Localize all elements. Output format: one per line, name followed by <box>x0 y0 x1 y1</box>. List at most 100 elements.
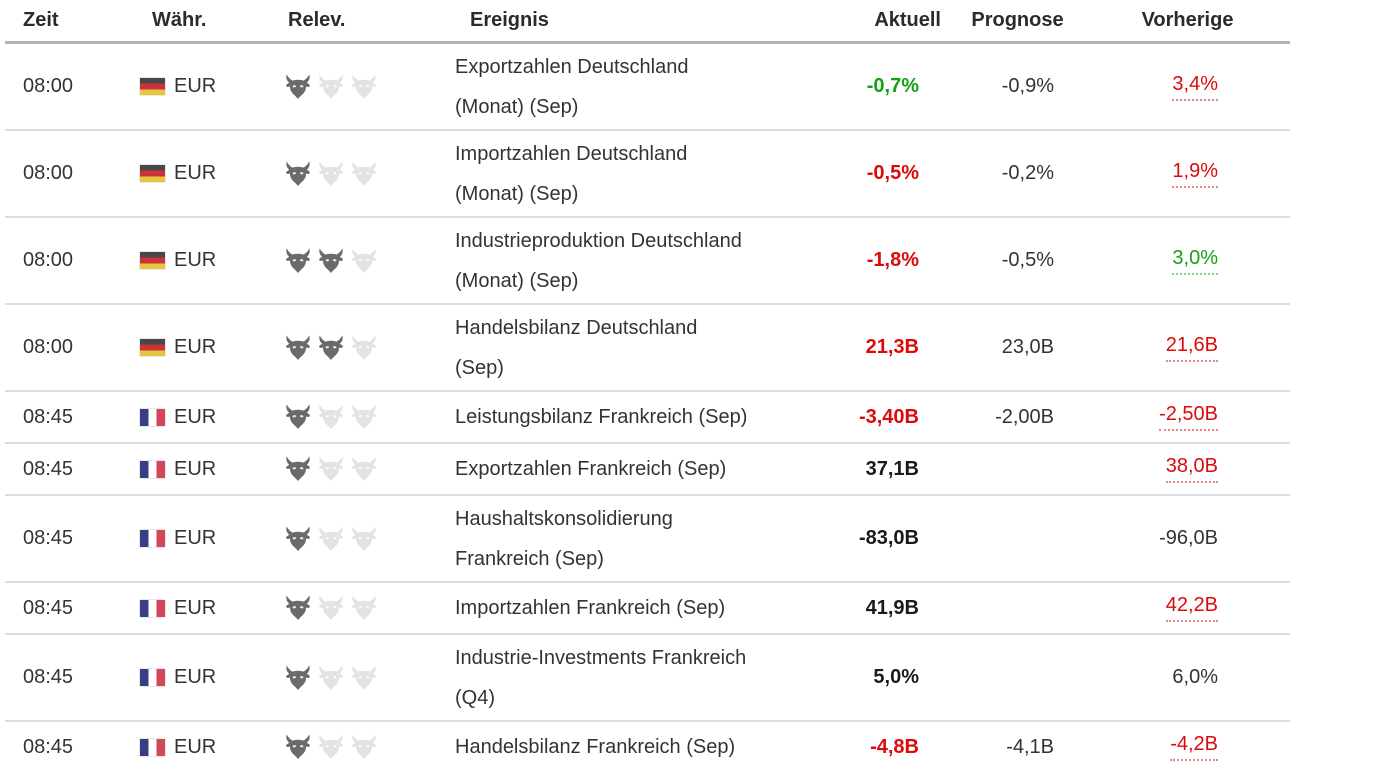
currency-label: EUR <box>174 666 217 688</box>
event-time: 08:00 <box>23 75 74 97</box>
bull-icon <box>283 334 313 361</box>
bull-icon <box>316 160 346 187</box>
event-name-line: Importzahlen Deutschland <box>455 142 688 165</box>
col-header-waehrung: Währ. <box>152 9 207 31</box>
event-currency: EUR <box>135 162 275 185</box>
bull-icon <box>283 404 313 430</box>
event-forecast-value: 23,0B <box>1001 336 1054 358</box>
currency-label: EUR <box>174 735 217 758</box>
event-actual-value: -0,7% <box>866 75 919 97</box>
bull-icon <box>283 160 313 187</box>
event-name-link[interactable]: Importzahlen Frankreich (Sep) <box>445 588 835 628</box>
event-forecast-value: -0,5% <box>1001 249 1054 271</box>
event-name-link[interactable]: Haushaltskonsolidierung Frankreich (Sep) <box>445 499 835 579</box>
event-currency: EUR <box>135 666 275 689</box>
event-forecast-value: -2,00B <box>995 405 1054 428</box>
france-flag-icon <box>140 599 165 617</box>
event-name-line: (Monat) (Sep) <box>455 182 579 205</box>
event-name-link[interactable]: Exportzahlen Deutschland (Monat) (Sep) <box>445 47 835 127</box>
event-row[interactable]: 08:45 EUR <box>5 444 1290 496</box>
event-name-line: (Monat) (Sep) <box>455 95 579 118</box>
event-actual-value: -83,0B <box>858 527 919 549</box>
germany-flag-icon <box>140 339 165 356</box>
event-row[interactable]: 08:00 EUR <box>5 218 1290 305</box>
event-previous-value[interactable]: 6,0% <box>1172 666 1218 688</box>
event-actual-value: -4,8B <box>870 735 919 758</box>
event-relevance <box>275 334 445 361</box>
event-relevance <box>275 73 445 100</box>
event-relevance <box>275 734 445 760</box>
event-previous-value[interactable]: 38,0B <box>1090 455 1285 483</box>
event-actual-value: 5,0% <box>873 666 919 688</box>
event-name-link[interactable]: Industrie-Investments Frankreich (Q4) <box>445 638 835 718</box>
germany-flag-icon <box>140 252 165 269</box>
bull-icon <box>316 456 346 482</box>
event-actual-value: 37,1B <box>865 457 919 480</box>
event-actual-value: 41,9B <box>865 596 919 619</box>
currency-label: EUR <box>174 457 217 480</box>
event-name-line: (Sep) <box>455 356 504 379</box>
bull-icon <box>283 247 313 274</box>
event-name-line: Frankreich (Sep) <box>455 547 604 570</box>
event-previous-value[interactable]: -96,0B <box>1159 527 1218 549</box>
event-name-link[interactable]: Leistungsbilanz Frankreich (Sep) <box>445 397 835 437</box>
event-row[interactable]: 08:00 EUR <box>5 131 1290 218</box>
event-name-line: Exportzahlen Deutschland <box>455 55 689 78</box>
col-header-prognose: Prognose <box>971 9 1064 31</box>
event-name-link[interactable]: Exportzahlen Frankreich (Sep) <box>445 449 835 489</box>
event-forecast-value: -0,9% <box>1001 75 1054 97</box>
germany-flag-icon <box>140 165 165 182</box>
germany-flag-icon <box>140 78 165 95</box>
event-currency: EUR <box>135 336 275 359</box>
event-name-line: Leistungsbilanz Frankreich (Sep) <box>455 406 748 428</box>
event-actual-value: 21,3B <box>865 336 919 358</box>
bull-icon <box>283 595 313 621</box>
bull-icon <box>349 456 379 482</box>
currency-label: EUR <box>174 162 217 184</box>
bull-icon <box>283 734 313 760</box>
bull-icon <box>349 664 379 691</box>
event-previous-value[interactable]: -2,50B <box>1090 403 1285 431</box>
event-row[interactable]: 08:00 EUR <box>5 305 1290 392</box>
event-row[interactable]: 08:00 EUR <box>5 44 1290 131</box>
event-time: 08:45 <box>23 527 74 549</box>
event-row[interactable]: 08:45 EUR <box>5 496 1290 583</box>
event-actual-value: -0,5% <box>866 162 919 184</box>
bull-icon <box>349 73 379 100</box>
event-currency: EUR <box>135 736 275 759</box>
event-time: 08:45 <box>23 405 74 428</box>
event-name-line: Handelsbilanz Frankreich (Sep) <box>455 736 736 758</box>
event-name-link[interactable]: Importzahlen Deutschland (Monat) (Sep) <box>445 134 835 214</box>
event-row[interactable]: 08:45 EUR <box>5 635 1290 722</box>
bull-icon <box>349 595 379 621</box>
event-previous-value[interactable]: 3,4% <box>1090 73 1285 101</box>
event-name-line: (Monat) (Sep) <box>455 269 579 292</box>
event-name-link[interactable]: Handelsbilanz Deutschland (Sep) <box>445 308 835 388</box>
bull-icon <box>316 247 346 274</box>
event-name-link[interactable]: Industrieproduktion Deutschland (Monat) (… <box>445 221 835 301</box>
col-header-ereignis: Ereignis <box>470 9 549 31</box>
currency-label: EUR <box>174 596 217 619</box>
bull-icon <box>283 525 313 552</box>
event-forecast-value: -4,1B <box>1006 735 1054 758</box>
event-previous-value[interactable]: 42,2B <box>1090 594 1285 622</box>
currency-label: EUR <box>174 405 217 428</box>
event-previous-value[interactable]: 3,0% <box>1090 247 1285 275</box>
bull-icon <box>349 404 379 430</box>
event-name-link[interactable]: Handelsbilanz Frankreich (Sep) <box>445 727 835 767</box>
event-name-line: Industrie-Investments Frankreich <box>455 646 747 669</box>
event-row[interactable]: 08:45 EUR <box>5 583 1290 635</box>
bull-icon <box>349 160 379 187</box>
event-row[interactable]: 08:45 EUR <box>5 722 1290 767</box>
bull-icon <box>349 525 379 552</box>
event-previous-value[interactable]: -4,2B <box>1090 733 1285 761</box>
event-row[interactable]: 08:45 EUR <box>5 392 1290 444</box>
event-previous-value[interactable]: 21,6B <box>1090 334 1285 362</box>
bull-icon <box>316 595 346 621</box>
bull-icon <box>283 73 313 100</box>
event-time: 08:00 <box>23 162 74 184</box>
bull-icon <box>349 334 379 361</box>
bull-icon <box>349 247 379 274</box>
event-time: 08:45 <box>23 596 74 619</box>
event-previous-value[interactable]: 1,9% <box>1090 160 1285 188</box>
